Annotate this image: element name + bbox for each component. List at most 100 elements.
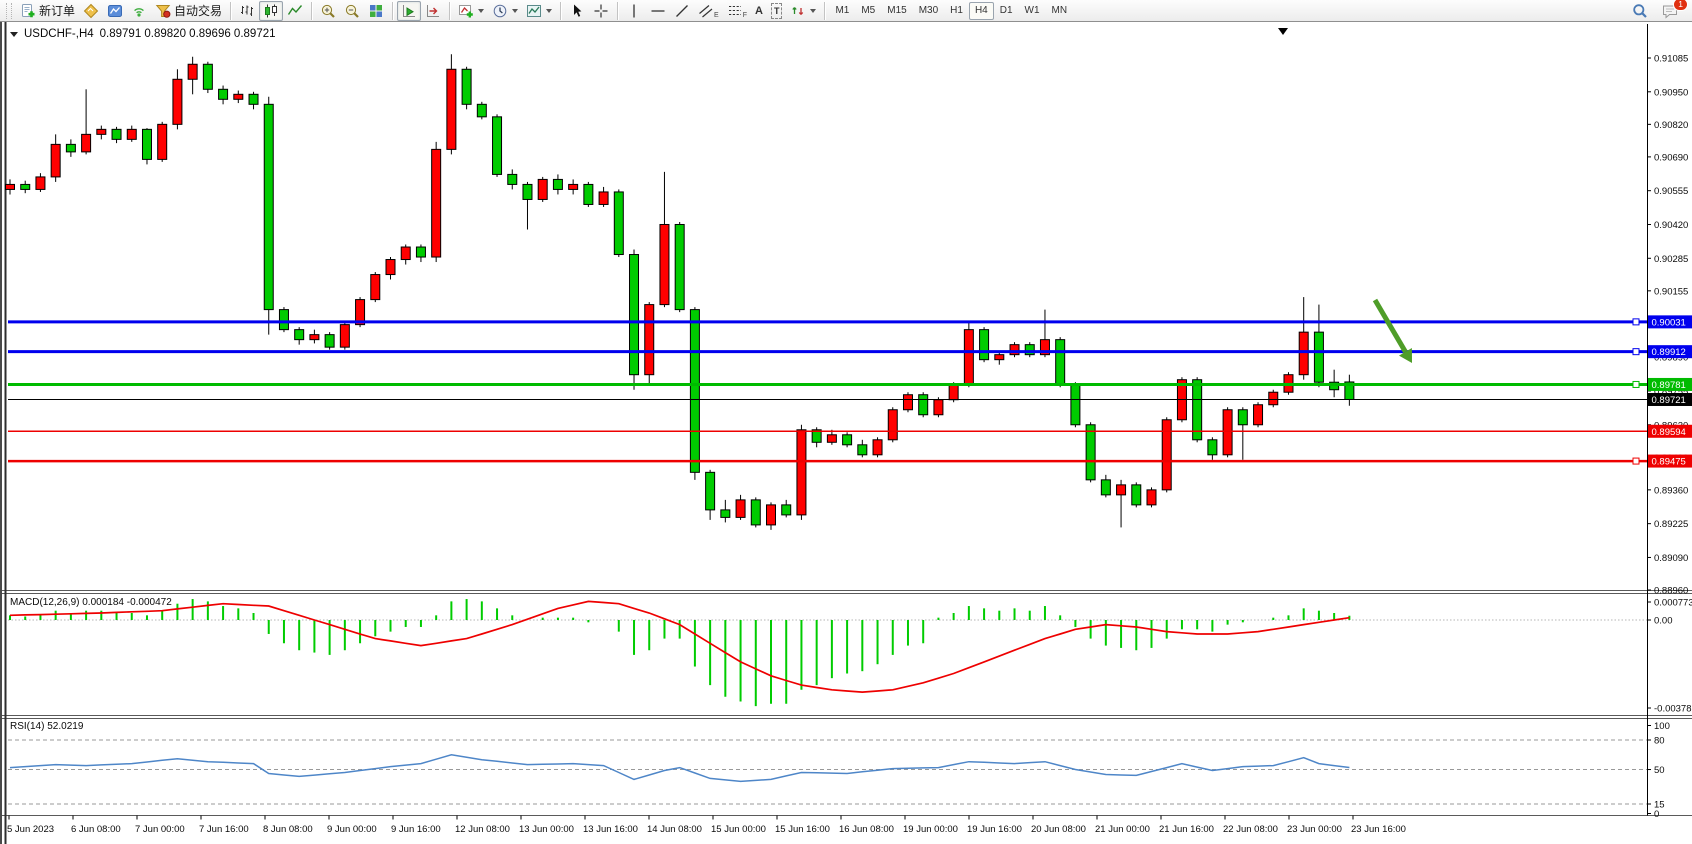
- candle-body: [1329, 381, 1340, 391]
- rsi-tick-label: 0: [1654, 809, 1659, 820]
- auto-scroll-button[interactable]: [397, 0, 422, 21]
- data-window-button[interactable]: [103, 1, 127, 21]
- line-handle[interactable]: [1632, 380, 1640, 388]
- macd-tick-label: 0.00: [1654, 615, 1673, 626]
- templates-button-dropdown-icon[interactable]: [546, 8, 553, 13]
- templates-button[interactable]: [522, 1, 556, 21]
- rsi-tick-label: 100: [1654, 721, 1670, 732]
- market-watch-button[interactable]: [79, 1, 103, 21]
- chart-window: 0.91085 0.90950 0.90820 0.90690 0.90555 0.904…: [0, 22, 1692, 844]
- crosshair-button[interactable]: [589, 1, 613, 21]
- timeframe-H4-button[interactable]: H4: [968, 1, 994, 20]
- candle-body: [583, 183, 594, 205]
- fibonacci-button[interactable]: F: [723, 1, 751, 21]
- chart-shift-marker-icon[interactable]: [1278, 28, 1288, 35]
- price-tick-label: 0.89890: [1654, 353, 1688, 364]
- price-tick-label: 0.89360: [1654, 485, 1688, 496]
- shapes-button-dropdown-icon[interactable]: [810, 8, 817, 13]
- trendline-button[interactable]: [670, 1, 694, 21]
- equidistant-channel-button[interactable]: E: [694, 1, 723, 21]
- candles-layer: [5, 54, 1355, 530]
- candle-body: [598, 191, 609, 205]
- indicators-button-dropdown-icon[interactable]: [478, 8, 485, 13]
- shapes-button[interactable]: [786, 1, 820, 21]
- line-handle[interactable]: [1632, 318, 1640, 326]
- candle-body: [735, 499, 746, 518]
- text-button-glyph: A: [754, 4, 763, 17]
- search-button-icon: [1633, 3, 1647, 18]
- text-label-button[interactable]: T: [767, 1, 787, 21]
- arrow-annotation[interactable]: [1372, 298, 1412, 363]
- timeframe-D1-button[interactable]: D1: [994, 2, 1019, 20]
- candle-body: [994, 354, 1005, 361]
- periods-button-dropdown-icon[interactable]: [512, 8, 519, 13]
- candle-body: [1039, 339, 1050, 356]
- search-button[interactable]: [1628, 1, 1652, 21]
- timeframe-MN-button[interactable]: MN: [1046, 2, 1074, 20]
- candle-body: [644, 304, 655, 376]
- candle-body: [461, 68, 472, 105]
- price-tick-label: 0.91085: [1654, 54, 1688, 65]
- candle-body: [248, 93, 259, 105]
- new-order-button[interactable]: 新订单: [16, 1, 79, 21]
- candle-body: [35, 176, 46, 190]
- candle-body: [1237, 409, 1248, 426]
- price-badge-label: 0.89781: [1652, 380, 1686, 391]
- candle-body: [552, 178, 563, 190]
- macd-tick-label: -0.003782: [1654, 704, 1692, 715]
- cursor-button[interactable]: [565, 1, 589, 21]
- bar-chart-button-icon: [241, 5, 254, 16]
- periods-button-icon: [493, 4, 507, 17]
- line-handle[interactable]: [1632, 348, 1640, 356]
- timeframe-M30-button[interactable]: M30: [913, 2, 944, 20]
- bar-chart-button[interactable]: [235, 1, 259, 21]
- indicators-button[interactable]: [454, 1, 488, 21]
- line-chart-button[interactable]: [283, 1, 307, 21]
- toolbar-separator: [617, 1, 619, 20]
- candle-body: [50, 143, 61, 178]
- price-tick-label: 0.90690: [1654, 152, 1688, 163]
- candle-body: [948, 384, 959, 401]
- horizontal-line-button[interactable]: [646, 1, 670, 21]
- candle-body: [1009, 344, 1020, 356]
- timeframe-M5-button[interactable]: M5: [855, 2, 881, 20]
- time-label: 7 Jun 00:00: [135, 824, 185, 835]
- vertical-line-button[interactable]: [622, 1, 646, 21]
- candle-body: [766, 504, 776, 526]
- candle-body: [309, 334, 320, 341]
- toolbar-separator: [311, 1, 313, 20]
- autotrading-button[interactable]: 自动交易: [151, 1, 226, 21]
- periods-button[interactable]: [488, 1, 522, 21]
- macd-main-value: 0.000184: [82, 597, 124, 608]
- price-tick-label: 0.89225: [1654, 519, 1688, 530]
- candle-body: [431, 148, 442, 258]
- time-label: 8 Jun 08:00: [263, 824, 313, 835]
- zoom-in-button[interactable]: [316, 1, 340, 21]
- chart-canvas[interactable]: 0.91085 0.90950 0.90820 0.90690 0.90555 0.904…: [2, 22, 1692, 844]
- candle-body: [537, 178, 548, 200]
- chart-menu-icon[interactable]: [10, 31, 18, 37]
- timeframe-M1-button[interactable]: M1: [829, 2, 855, 20]
- price-tick-label: 0.90420: [1654, 220, 1688, 231]
- tile-windows-button[interactable]: [364, 1, 388, 21]
- candle-body: [400, 246, 411, 261]
- candle-body: [233, 93, 244, 100]
- zoom-out-button[interactable]: [340, 1, 364, 21]
- timeframe-W1-button[interactable]: W1: [1019, 2, 1046, 20]
- candle-body: [126, 128, 137, 140]
- candle-body: [720, 509, 731, 518]
- cursor-button-icon: [574, 4, 582, 17]
- time-label: 21 Jun 16:00: [1159, 824, 1214, 835]
- timeframe-H1-button[interactable]: H1: [944, 2, 969, 20]
- time-label: 22 Jun 08:00: [1223, 824, 1278, 835]
- signals-button[interactable]: [127, 1, 151, 21]
- chart-shift-button[interactable]: [421, 1, 445, 21]
- candle-body: [568, 183, 579, 190]
- zoom-out-button-icon: [345, 4, 359, 18]
- candlestick-button[interactable]: [259, 0, 284, 21]
- line-handle[interactable]: [1632, 457, 1640, 465]
- time-label: 15 Jun 00:00: [711, 824, 766, 835]
- macd-signal-value: -0.000472: [126, 597, 172, 608]
- text-button[interactable]: A: [751, 1, 767, 21]
- timeframe-M15-button[interactable]: M15: [881, 2, 912, 20]
